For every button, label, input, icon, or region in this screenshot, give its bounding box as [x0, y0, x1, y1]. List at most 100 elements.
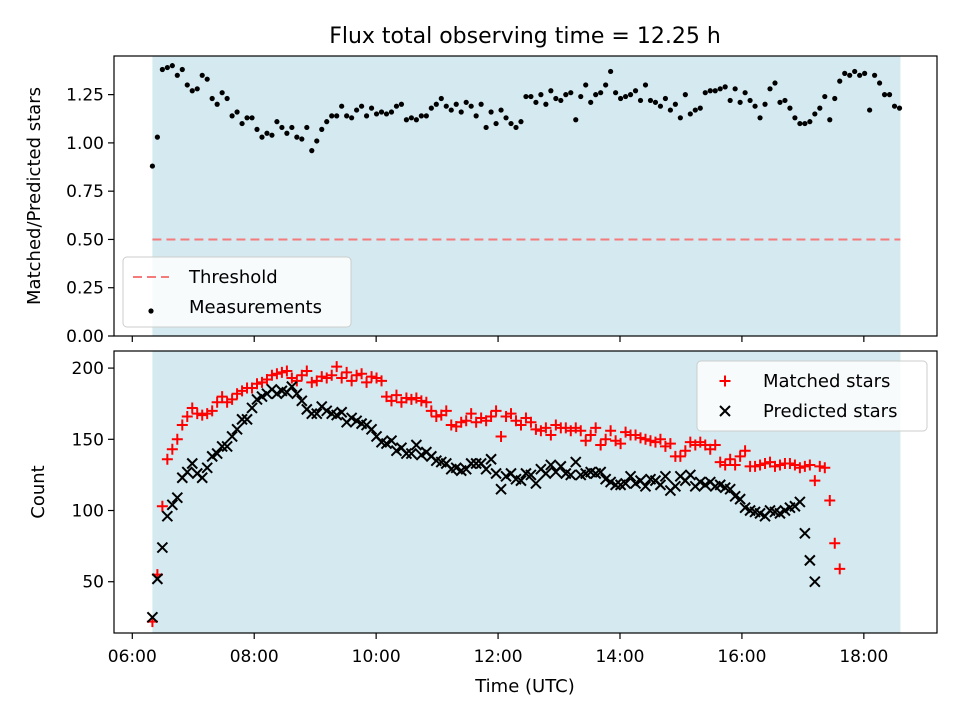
series-measurements: [149, 63, 903, 169]
matched-point: [440, 405, 452, 417]
measurement-point: [523, 93, 529, 100]
measurement-point: [378, 109, 385, 115]
matched-point: [455, 416, 467, 428]
measurement-point: [508, 120, 514, 127]
measurement-point: [329, 113, 335, 119]
predicted-point: [684, 469, 697, 481]
x-tick-label: 10:00: [352, 647, 401, 667]
predicted-point: [525, 469, 537, 481]
matched-point: [390, 389, 402, 401]
x-tick-label: 16:00: [717, 647, 766, 667]
measurement-point: [777, 99, 783, 105]
predicted-point: [804, 554, 816, 567]
measurement-point: [881, 92, 888, 98]
legend: Matched stars Predicted stars: [696, 360, 928, 432]
matched-point: [191, 408, 203, 420]
legend-label: Measurements: [189, 297, 322, 318]
measurement-point: [568, 90, 574, 96]
matched-point: [156, 500, 168, 512]
y-tick-label: 150: [72, 430, 104, 450]
matched-point: [829, 537, 841, 549]
predicted-point: [166, 499, 179, 511]
matched-point: [834, 563, 846, 575]
measurement-point: [862, 70, 868, 76]
predicted-point: [624, 470, 637, 483]
measurement-point: [558, 97, 564, 104]
measurement-point: [876, 80, 883, 86]
predicted-point: [311, 407, 323, 420]
measurement-point: [358, 103, 365, 109]
predicted-point: [365, 423, 378, 436]
predicted-point: [410, 439, 423, 451]
measurement-point: [244, 115, 250, 121]
measurement-point: [886, 92, 893, 98]
measurement-point: [518, 119, 524, 125]
predicted-point: [246, 402, 258, 414]
measurement-point: [498, 107, 504, 113]
measurement-point: [548, 88, 554, 94]
predicted-point: [151, 573, 164, 585]
measurement-point: [319, 126, 325, 132]
predicted-point: [181, 466, 193, 478]
matched-point: [774, 459, 786, 471]
measurement-point: [553, 95, 559, 102]
measurement-point: [433, 101, 439, 107]
matched-point: [600, 433, 612, 445]
matched-point: [271, 368, 283, 380]
measurement-point: [722, 84, 728, 90]
series-matched-stars: [146, 361, 846, 628]
measurement-point: [637, 97, 644, 104]
measurement-point: [488, 109, 494, 115]
matched-point: [799, 460, 811, 472]
plot-frame: [113, 55, 938, 337]
measurement-point: [896, 105, 903, 111]
measurement-point: [797, 120, 803, 127]
matched-point: [495, 430, 507, 442]
series-predicted-stars: [146, 380, 821, 624]
measurement-point: [363, 113, 370, 119]
predicted-point: [485, 453, 497, 465]
matched-point: [724, 453, 736, 465]
measurement-point: [742, 90, 748, 96]
measurement-point: [817, 105, 823, 111]
matched-point: [460, 415, 472, 427]
measurement-point: [533, 99, 539, 105]
matched-point: [181, 411, 193, 423]
matched-point: [525, 416, 537, 428]
measurement-point: [682, 92, 688, 98]
measurement-point: [727, 97, 733, 104]
measurement-point: [174, 72, 180, 78]
predicted-point: [236, 413, 248, 426]
measurement-point: [478, 101, 484, 107]
measurement-point: [438, 95, 444, 102]
x-axis-label: Time (UTC): [474, 676, 575, 697]
measurement-point: [339, 103, 345, 109]
measurement-point: [334, 113, 340, 119]
measurement-point: [448, 107, 454, 113]
measurement-point: [662, 95, 669, 102]
legend-predicted-swatch: [719, 405, 731, 417]
matched-point: [266, 369, 278, 381]
chart-title: Flux total observing time = 12.25 h: [329, 24, 721, 49]
matched-point: [545, 429, 557, 441]
measurement-point: [702, 90, 708, 96]
measurement-point: [189, 88, 195, 94]
matched-point: [664, 438, 676, 450]
legend-label: Matched stars: [763, 371, 890, 392]
measurement-point: [832, 95, 838, 102]
matched-point: [361, 376, 373, 388]
measurement-point: [812, 111, 818, 117]
matched-point: [420, 396, 432, 408]
matched-point: [186, 402, 198, 414]
measurement-point: [314, 138, 320, 144]
matched-point: [635, 432, 647, 444]
measurement-point: [398, 101, 405, 107]
predicted-point: [231, 423, 243, 436]
legend-measurement-swatch: [148, 308, 154, 314]
matched-point: [336, 372, 348, 384]
matched-point: [206, 405, 218, 417]
matched-point: [171, 433, 183, 445]
predicted-point: [306, 407, 318, 420]
matched-point: [301, 365, 313, 377]
matched-point: [590, 422, 602, 434]
